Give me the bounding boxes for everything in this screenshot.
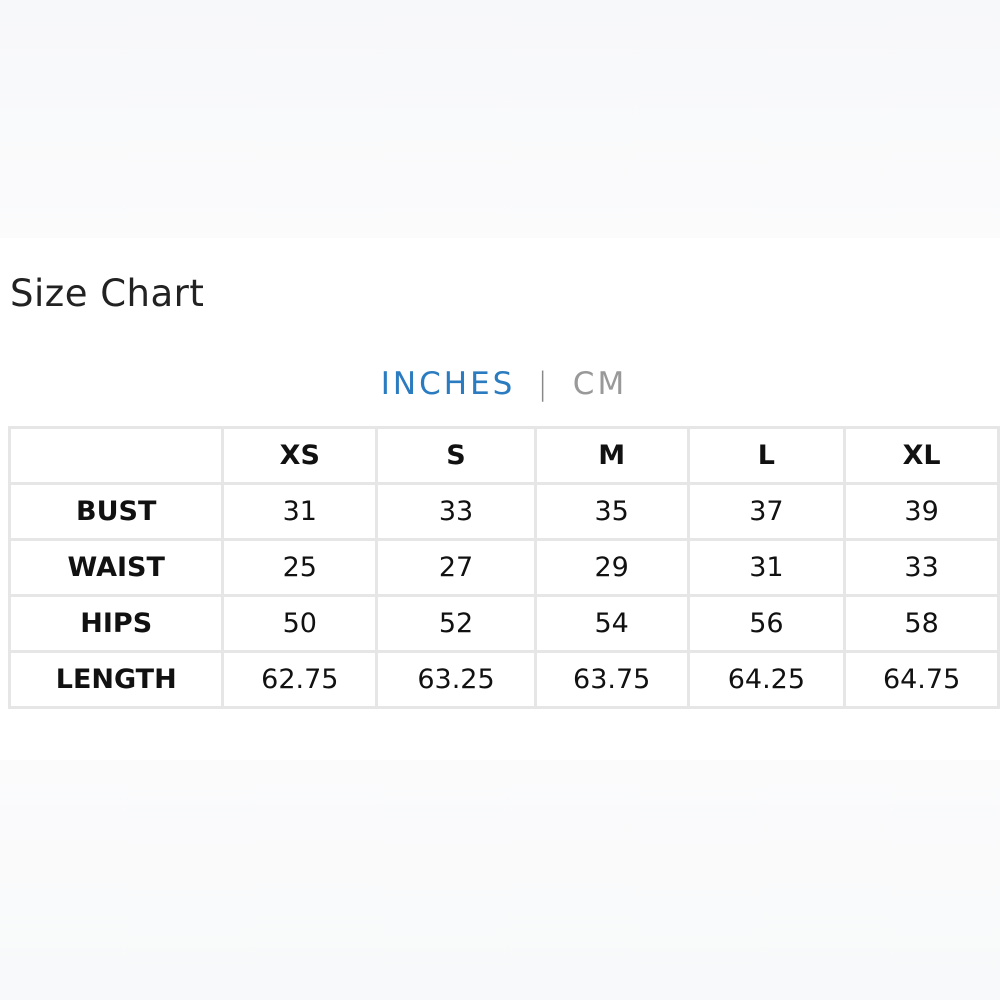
size-table: XS S M L XL BUST 31 33 35 37 39 WAIST 25 27 29 31 33 HIPS…: [7, 426, 1000, 709]
table-row: HIPS 50 52 54 56 58: [7, 594, 1000, 653]
unit-inches-tab[interactable]: INCHES: [380, 366, 516, 402]
bottom-background: [0, 760, 1000, 1000]
size-header-cell: M: [533, 426, 690, 485]
measurement-cell: 54: [533, 594, 690, 653]
row-label-cell: WAIST: [7, 538, 225, 597]
top-background: [0, 0, 1000, 238]
unit-separator: |: [537, 366, 551, 402]
measurement-cell: 31: [686, 538, 847, 597]
table-row: LENGTH 62.75 63.25 63.75 64.25 64.75: [7, 650, 1000, 709]
measurement-cell: 37: [686, 482, 847, 541]
measurement-cell: 64.75: [843, 650, 1000, 709]
measurement-cell: 63.25: [375, 650, 537, 709]
table-row: WAIST 25 27 29 31 33: [7, 538, 1000, 597]
measurement-cell: 25: [221, 538, 379, 597]
measurement-cell: 52: [375, 594, 537, 653]
size-header-cell: XL: [843, 426, 1000, 485]
measurement-cell: 56: [686, 594, 847, 653]
size-header-cell: S: [375, 426, 537, 485]
table-row: BUST 31 33 35 37 39: [7, 482, 1000, 541]
measurement-cell: 58: [843, 594, 1000, 653]
measurement-cell: 39: [843, 482, 1000, 541]
measurement-cell: 62.75: [221, 650, 379, 709]
measurement-cell: 33: [843, 538, 1000, 597]
header-corner-cell: [7, 426, 225, 485]
size-header-cell: L: [686, 426, 847, 485]
measurement-cell: 27: [375, 538, 537, 597]
measurement-cell: 31: [221, 482, 379, 541]
unit-cm-tab[interactable]: CM: [572, 366, 628, 402]
row-label-cell: HIPS: [7, 594, 225, 653]
header-row: XS S M L XL: [7, 426, 1000, 485]
row-label-cell: BUST: [7, 482, 225, 541]
unit-toggle: INCHES | CM: [0, 366, 1000, 402]
measurement-cell: 35: [533, 482, 690, 541]
page-title: Size Chart: [10, 272, 205, 315]
measurement-cell: 29: [533, 538, 690, 597]
measurement-cell: 63.75: [533, 650, 690, 709]
measurement-cell: 33: [375, 482, 537, 541]
measurement-cell: 64.25: [686, 650, 847, 709]
row-label-cell: LENGTH: [7, 650, 225, 709]
measurement-cell: 50: [221, 594, 379, 653]
size-header-cell: XS: [221, 426, 379, 485]
